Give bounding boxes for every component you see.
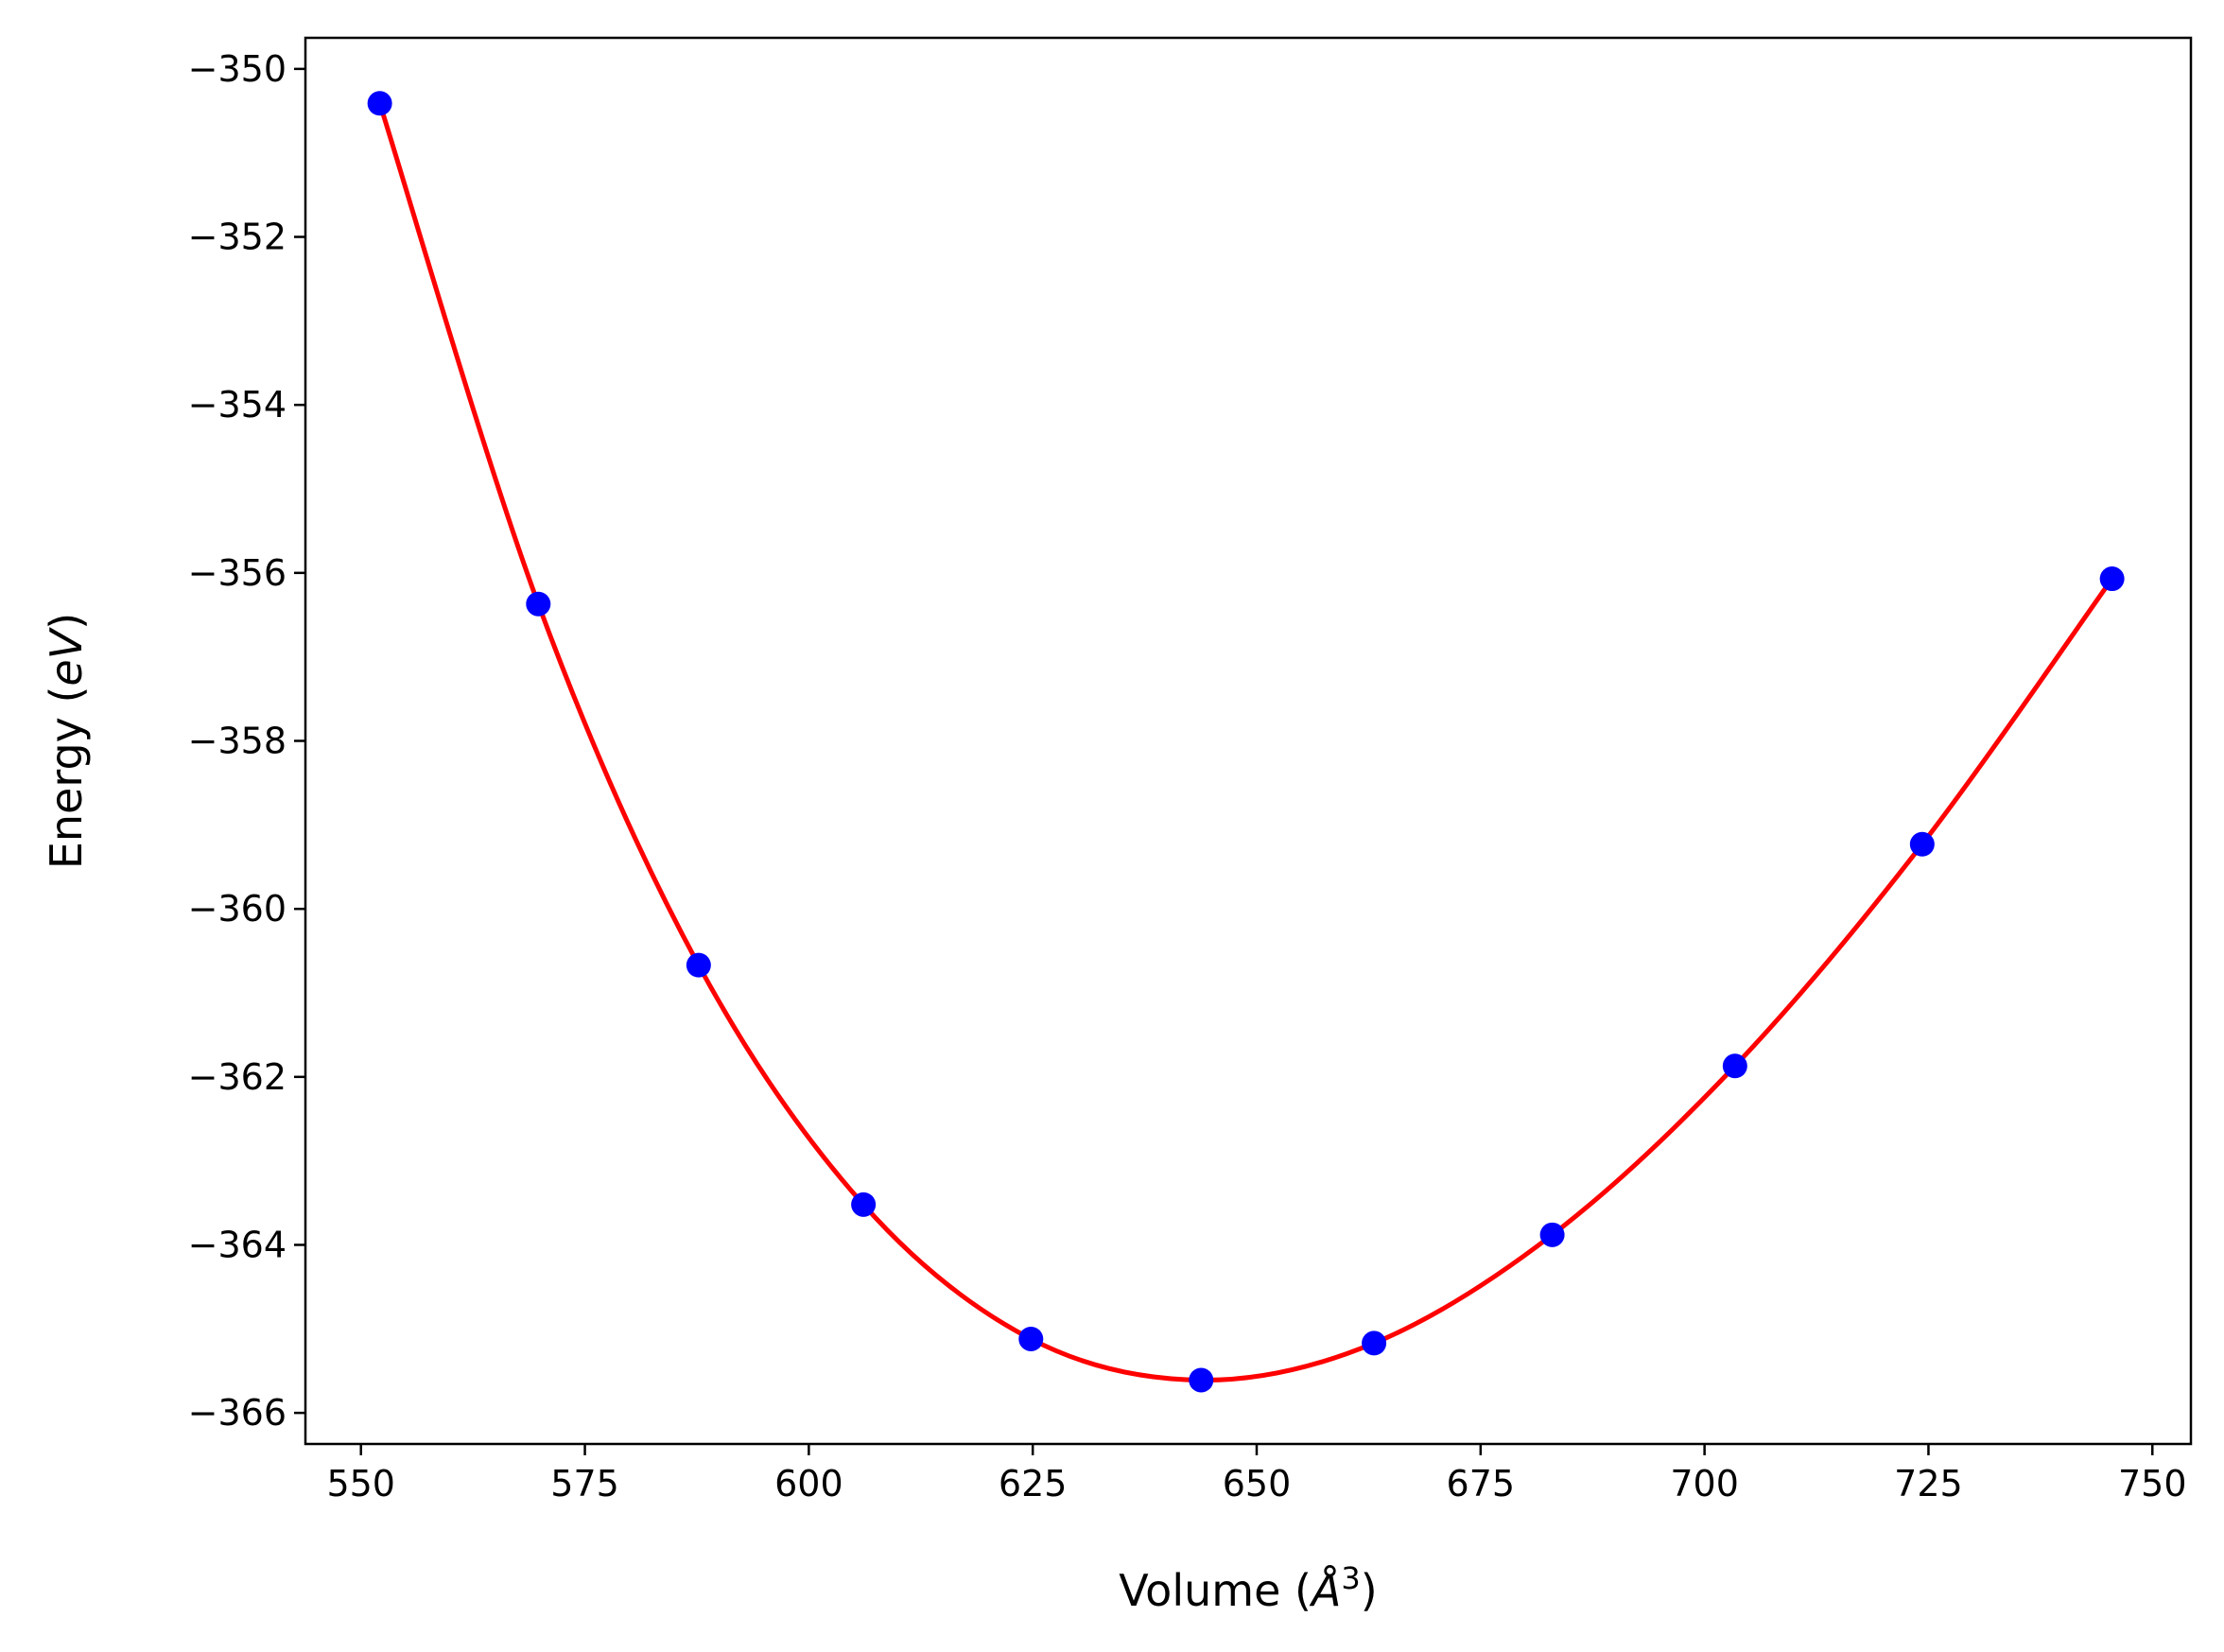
x-tick-label: 550: [326, 1463, 395, 1504]
y-tick-label: −366: [188, 1392, 287, 1434]
x-tick-label: 750: [2118, 1463, 2187, 1504]
y-tick-label: −354: [188, 384, 287, 426]
y-axis-label: Energy (eV): [41, 613, 92, 869]
x-tick-label: 575: [550, 1463, 619, 1504]
plot-content: [367, 91, 2125, 1393]
data-point: [686, 952, 711, 978]
y-axis-ticks: −350 −352 −354 −356 −358 −360 −362 −364 −366: [188, 48, 305, 1434]
data-point: [1722, 1053, 1747, 1079]
data-point: [1018, 1326, 1044, 1351]
y-tick-label: −356: [188, 552, 287, 594]
x-tick-label: 600: [774, 1463, 843, 1504]
x-tick-label: 650: [1223, 1463, 1292, 1504]
data-point: [1909, 831, 1935, 857]
x-tick-label: 675: [1447, 1463, 1516, 1504]
data-point: [851, 1191, 877, 1217]
x-tick-label: 625: [999, 1463, 1068, 1504]
data-point: [526, 591, 551, 617]
x-tick-label: 725: [1894, 1463, 1963, 1504]
y-tick-label: −362: [188, 1056, 287, 1098]
data-point: [2099, 566, 2125, 592]
data-point: [1539, 1222, 1565, 1247]
data-point: [1362, 1330, 1387, 1356]
y-tick-label: −350: [188, 48, 287, 90]
y-tick-label: −364: [188, 1224, 287, 1265]
fit-curve: [377, 100, 2115, 1382]
y-tick-label: −352: [188, 217, 287, 258]
data-point: [367, 91, 392, 116]
y-tick-label: −360: [188, 888, 287, 930]
x-tick-label: 700: [1670, 1463, 1739, 1504]
x-axis-label: Volume (Å3): [1119, 1560, 1377, 1616]
data-point: [1189, 1367, 1214, 1393]
x-axis-ticks: 550 575 600 625 650 675 700 725 750: [326, 1444, 2187, 1504]
y-tick-label: −358: [188, 721, 287, 762]
